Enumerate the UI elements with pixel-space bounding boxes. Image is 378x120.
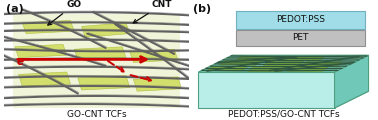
Polygon shape — [82, 23, 130, 37]
Text: e⁻: e⁻ — [17, 57, 29, 67]
Polygon shape — [198, 91, 369, 108]
FancyBboxPatch shape — [236, 30, 365, 46]
Polygon shape — [248, 67, 287, 72]
Polygon shape — [130, 49, 178, 62]
Polygon shape — [15, 44, 67, 58]
FancyBboxPatch shape — [13, 14, 180, 108]
Polygon shape — [237, 56, 279, 60]
Polygon shape — [78, 76, 130, 90]
Text: PEDOT:PSS: PEDOT:PSS — [276, 15, 325, 24]
Polygon shape — [287, 67, 328, 71]
Polygon shape — [74, 47, 126, 60]
Polygon shape — [301, 62, 343, 66]
Text: PET: PET — [292, 33, 309, 42]
Polygon shape — [335, 55, 369, 108]
Text: GO: GO — [48, 0, 82, 25]
Polygon shape — [220, 61, 262, 65]
Text: (b): (b) — [193, 4, 211, 14]
FancyBboxPatch shape — [236, 11, 365, 29]
Text: CNT: CNT — [133, 0, 172, 23]
Polygon shape — [22, 20, 74, 34]
Polygon shape — [133, 77, 181, 91]
Text: PEDOT:PSS/GO-CNT TCFs: PEDOT:PSS/GO-CNT TCFs — [228, 110, 339, 119]
Text: GO-CNT TCFs: GO-CNT TCFs — [67, 110, 126, 119]
Polygon shape — [19, 72, 70, 86]
Polygon shape — [198, 72, 335, 108]
Polygon shape — [207, 66, 248, 71]
Polygon shape — [198, 55, 369, 72]
Text: (a): (a) — [6, 4, 23, 14]
Polygon shape — [263, 61, 304, 66]
Polygon shape — [283, 57, 324, 61]
